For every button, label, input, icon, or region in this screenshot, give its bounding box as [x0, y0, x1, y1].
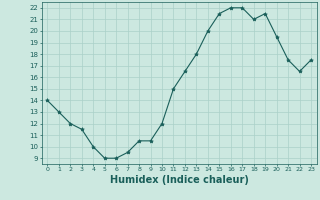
X-axis label: Humidex (Indice chaleur): Humidex (Indice chaleur)	[110, 175, 249, 185]
